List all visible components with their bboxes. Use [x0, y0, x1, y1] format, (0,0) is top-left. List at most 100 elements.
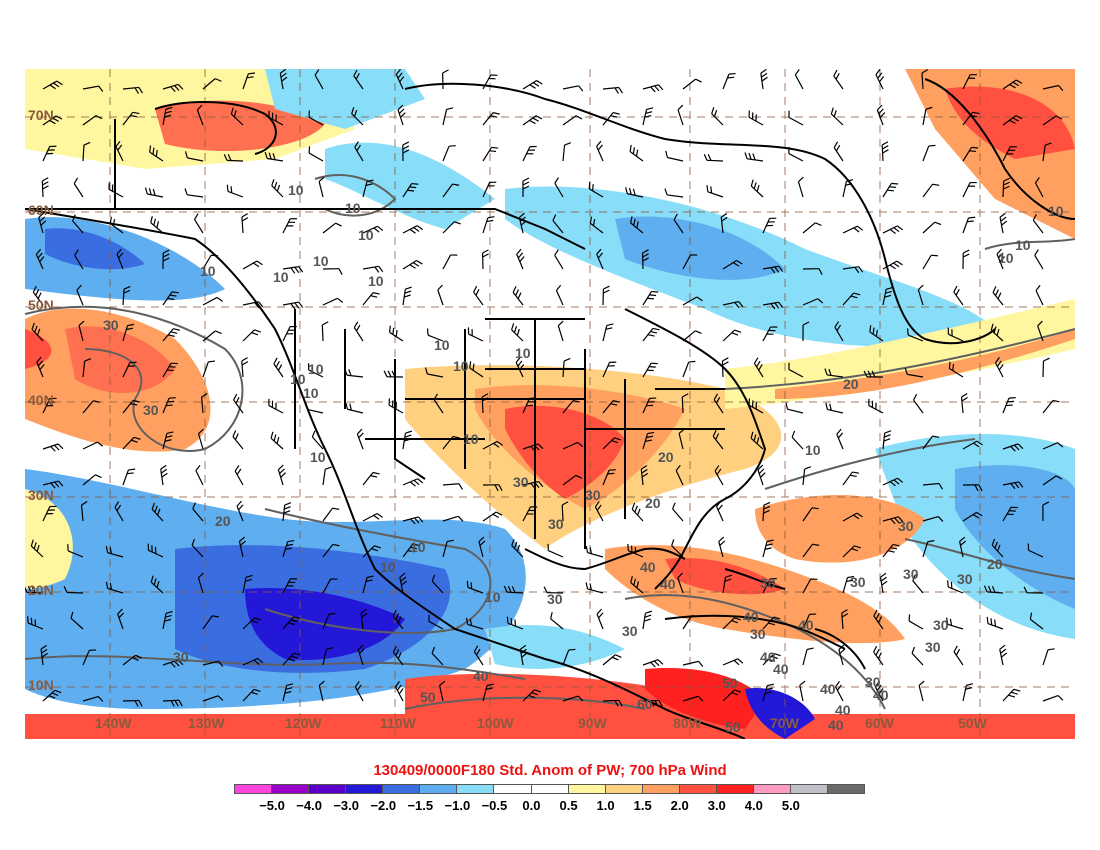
lat-label-40n: 40N — [28, 392, 54, 408]
contour-label: 20 — [645, 495, 661, 511]
contour-label: 40 — [760, 649, 776, 665]
wind-barbs — [25, 69, 1064, 707]
contour-label: 30 — [103, 317, 119, 333]
colorbar-tick-label: −4.0 — [296, 798, 322, 813]
contour-label: 30 — [750, 626, 766, 642]
colorbar-swatch — [493, 784, 532, 794]
colorbar-swatch — [419, 784, 458, 794]
colorbar — [234, 784, 866, 794]
contour-label: 30 — [622, 623, 638, 639]
lat-label-10n: 10N — [28, 677, 54, 693]
contour-label: 30 — [850, 574, 866, 590]
contour-label: 40 — [798, 617, 814, 633]
contour-label: 50 — [725, 719, 741, 735]
contour-label: 60 — [637, 696, 653, 712]
colorbar-tick-label: −0.5 — [481, 798, 508, 813]
colorbar-tick-label: 0.5 — [559, 798, 578, 813]
contour-label: 10 — [515, 345, 531, 361]
contour-label: 30 — [143, 402, 159, 418]
lon-label-60w: 60W — [865, 715, 894, 731]
lon-label-110w: 110W — [380, 715, 416, 731]
contour-label: 10 — [313, 253, 329, 269]
contour-label: 10 — [310, 449, 326, 465]
lon-label-50w: 50W — [958, 715, 987, 731]
contour-label: 10 — [453, 358, 469, 374]
contour-label: 50 — [722, 675, 738, 691]
colorbar-tick-label: −5.0 — [259, 798, 285, 813]
colorbar-swatch — [456, 784, 495, 794]
pw-contours — [25, 174, 1075, 710]
lon-label-70w: 70W — [770, 715, 799, 731]
contour-label: 10 — [1015, 237, 1031, 253]
colorbar-tick-label: −2.0 — [370, 798, 397, 813]
contour-label: 40 — [660, 576, 676, 592]
colorbar-tick-label: −1.5 — [407, 798, 434, 813]
lon-label-90w: 90W — [578, 715, 607, 731]
colorbar-swatch — [789, 784, 828, 794]
colorbar-swatch — [678, 784, 717, 794]
contour-label: 20 — [658, 449, 674, 465]
contour-label: 10 — [368, 273, 384, 289]
contour-label: 30 — [585, 487, 601, 503]
lat-lon-grid — [25, 69, 1075, 739]
colorbar-tick-label: 0.0 — [522, 798, 541, 813]
colorbar-swatch — [827, 784, 866, 794]
colorbar-swatch — [715, 784, 754, 794]
colorbar-swatch — [271, 784, 310, 794]
contour-label: 30 — [865, 674, 881, 690]
colorbar-labels: −5.0 −4.0 −3.0 −2.0 −1.5 −1.0 −0.5 0.0 0.5 1.0 1.5… — [235, 798, 865, 818]
contour-label: 10 — [273, 269, 289, 285]
lon-label-80w: 80W — [673, 715, 702, 731]
contour-label: 40 — [873, 687, 889, 703]
map-panel: 70N 60N 50N 40N 30N 20N 10N 140W 130W 12… — [25, 69, 1075, 739]
contour-label: 50 — [420, 689, 436, 705]
lat-label-70n: 70N — [28, 107, 54, 123]
colorbar-swatch — [567, 784, 606, 794]
lat-label-50n: 50N — [28, 297, 54, 313]
contour-label: 40 — [835, 702, 851, 718]
contour-label: 10 — [308, 361, 324, 377]
lat-label-60n: 60N — [28, 202, 54, 218]
lon-label-130w: 130W — [188, 715, 225, 731]
lat-label-30n: 30N — [28, 487, 54, 503]
contour-label: 10 — [434, 337, 450, 353]
contour-label: 40 — [640, 559, 656, 575]
contour-label: 10 — [303, 385, 319, 401]
colorbar-tick-label: 2.0 — [670, 798, 689, 813]
colorbar-tick-label: 1.5 — [633, 798, 652, 813]
contour-label: 30 — [760, 575, 776, 591]
contour-label: 10 — [463, 431, 479, 447]
lat-label-20n: 20N — [28, 582, 54, 598]
contour-label: 30 — [547, 591, 563, 607]
colorbar-tick-label: 5.0 — [781, 798, 800, 813]
contour-label: 10 — [410, 539, 426, 555]
contour-label: 10 — [805, 442, 821, 458]
colorbar-tick-label: 1.0 — [596, 798, 615, 813]
contour-label: 20 — [843, 376, 859, 392]
contour-label: 10 — [998, 250, 1014, 266]
contour-label: 10 — [345, 200, 361, 216]
colorbar-tick-label: −1.0 — [444, 798, 471, 813]
colorbar-tick-label: −3.0 — [333, 798, 360, 813]
contour-label: 30 — [903, 566, 919, 582]
contour-label: 10 — [485, 589, 501, 605]
contour-label: 10 — [380, 559, 396, 575]
contour-label: 30 — [898, 518, 914, 534]
contour-label: 20 — [987, 556, 1003, 572]
colorbar-swatch — [641, 784, 680, 794]
contour-label: 10 — [288, 182, 304, 198]
colorbar-swatch — [382, 784, 421, 794]
colorbar-swatch — [752, 784, 791, 794]
contour-label: 40 — [773, 661, 789, 677]
lon-label-120w: 120W — [285, 715, 322, 731]
contour-label: 10 — [200, 263, 216, 279]
lon-label-100w: 100W — [477, 715, 514, 731]
contour-label: 40 — [820, 681, 836, 697]
contour-label: 30 — [933, 617, 949, 633]
lon-label-140w: 140W — [95, 715, 132, 731]
colorbar-swatch — [530, 784, 569, 794]
colorbar-swatch — [308, 784, 347, 794]
colorbar-tick-label: 3.0 — [707, 798, 726, 813]
colorbar-swatch — [604, 784, 643, 794]
contour-label: 40 — [473, 668, 489, 684]
